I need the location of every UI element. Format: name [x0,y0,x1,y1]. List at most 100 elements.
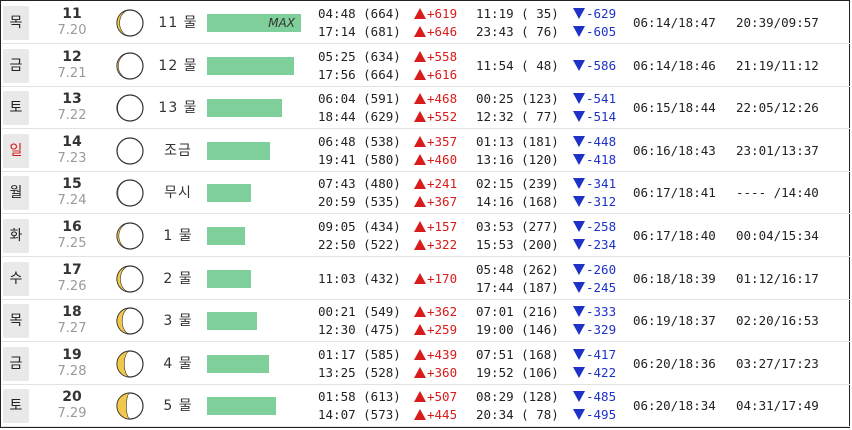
tide-name: 4 물 [163,355,193,372]
high-diff-line: +241 [414,175,457,193]
low-diff-value: -495 [586,407,617,423]
low-tide-line: 05:48 (262) [476,261,559,277]
high-tide-line: 00:21 (549) [318,304,401,320]
day-number: 15 [62,176,82,193]
tide-range-bar [207,397,276,416]
date-cell: 14 7.23 [52,134,92,168]
high-diff-value: +360 [427,364,458,380]
up-arrow-icon [414,324,426,336]
high-diff: +468 +552 [414,90,457,126]
weekday-badge: 수 [3,261,29,296]
high-diff-value: +170 [427,270,458,286]
sunrise-sunset: 06:14/18:46 [633,57,716,73]
weekday-badge: 화 [3,219,29,253]
high-diff-value: +616 [427,66,458,82]
high-tide-line: 01:58 (613) [318,389,401,405]
low-diff: -629 -605 [573,5,616,41]
sunrise-sunset: 06:17/18:41 [633,185,716,201]
down-arrow-icon [573,324,585,336]
up-arrow-icon [414,272,426,284]
up-arrow-icon [414,111,426,123]
high-diff: +362 +259 [414,303,457,339]
up-arrow-icon [414,178,426,190]
low-tide-line: 14:16 (168) [476,194,559,210]
up-arrow-icon [414,306,426,318]
low-diff-line: -245 [573,279,616,297]
up-arrow-icon [414,135,426,147]
low-diff-line: -341 [573,175,616,193]
high-diff-line: +439 [414,346,457,364]
weekday-badge: 목 [3,6,29,40]
day-number: 13 [62,91,82,108]
month-day: 7.29 [57,406,87,422]
high-tide: 01:17 (585) 13:25 (528) [318,346,401,382]
tide-range-bar [207,99,282,118]
sunrise-sunset: 06:16/18:43 [633,142,716,158]
high-diff: +241 +367 [414,175,457,211]
high-diff-line: +460 [414,151,457,169]
low-diff: -417 -422 [573,346,616,382]
high-diff-value: +619 [427,6,458,21]
tide-name: 5 물 [163,398,193,415]
high-diff-value: +357 [427,133,458,149]
month-day: 7.26 [57,278,87,294]
up-arrow-icon [414,50,426,62]
weekday-badge: 금 [3,346,29,381]
tide-name: 무시 [164,185,192,202]
moon-phase-icon [115,136,145,166]
low-diff-value: -485 [586,389,617,405]
low-diff-line: -258 [573,218,616,236]
high-tide: 06:04 (591) 18:44 (629) [318,90,401,126]
moon-phase-icon [115,391,145,421]
high-diff-value: +468 [427,91,458,107]
moonrise-moonset: 03:27/17:23 [736,355,819,371]
high-diff-line: +362 [414,303,457,321]
down-arrow-icon [573,366,585,378]
moon-phase-icon [115,178,145,208]
low-diff-value: -341 [586,176,617,192]
high-diff-line: +507 [414,388,457,406]
low-tide-line: 23:43 ( 76) [476,24,559,39]
low-diff-line: -448 [573,133,616,151]
high-tide-line: 22:50 (522) [318,237,401,252]
low-diff-value: -586 [586,57,617,73]
low-tide: 01:13 (181) 13:16 (120) [476,133,559,169]
high-diff-value: +646 [427,24,458,39]
low-diff-value: -417 [586,346,617,362]
high-diff-line: +558 [414,48,457,66]
low-tide-line: 17:44 (187) [476,279,559,295]
low-diff-line: -234 [573,236,616,254]
up-arrow-icon [414,348,426,360]
low-diff-line: -418 [573,151,616,169]
high-tide: 00:21 (549) 12:30 (475) [318,303,401,339]
moonrise-moonset: 20:39/09:57 [736,15,819,30]
high-diff-value: +552 [427,109,458,125]
table-row: 목 11 7.20 11 물 MAX 04:48 (664) 17:14 (681) +619… [2,2,850,44]
high-diff-line: +445 [414,406,457,424]
weekday-badge: 목 [3,304,29,339]
down-arrow-icon [573,391,585,403]
moonrise-moonset: 21:19/11:12 [736,57,819,73]
down-arrow-icon [573,306,585,318]
date-cell: 17 7.26 [52,262,92,296]
up-arrow-icon [414,366,426,378]
date-cell: 13 7.22 [52,91,92,125]
weekday-badge: 금 [3,48,29,83]
low-diff-value: -258 [586,219,617,234]
high-diff-value: +259 [427,322,458,338]
high-tide: 06:48 (538) 19:41 (580) [318,133,401,169]
down-arrow-icon [573,135,585,147]
low-diff-line: -422 [573,364,616,382]
date-cell: 20 7.29 [52,389,92,423]
down-arrow-icon [573,221,585,232]
low-tide-line: 07:51 (168) [476,346,559,362]
low-diff: -333 -329 [573,303,616,339]
down-arrow-icon [573,59,585,71]
weekday-badge: 토 [3,389,29,424]
moon-phase-icon [115,51,145,81]
low-diff-value: -245 [586,279,617,295]
high-diff-value: +157 [427,219,458,234]
day-number: 17 [62,261,82,278]
table-row: 수 17 7.26 2 물 11:03 (432) +170 05:48 (262) 17:4… [2,258,850,300]
